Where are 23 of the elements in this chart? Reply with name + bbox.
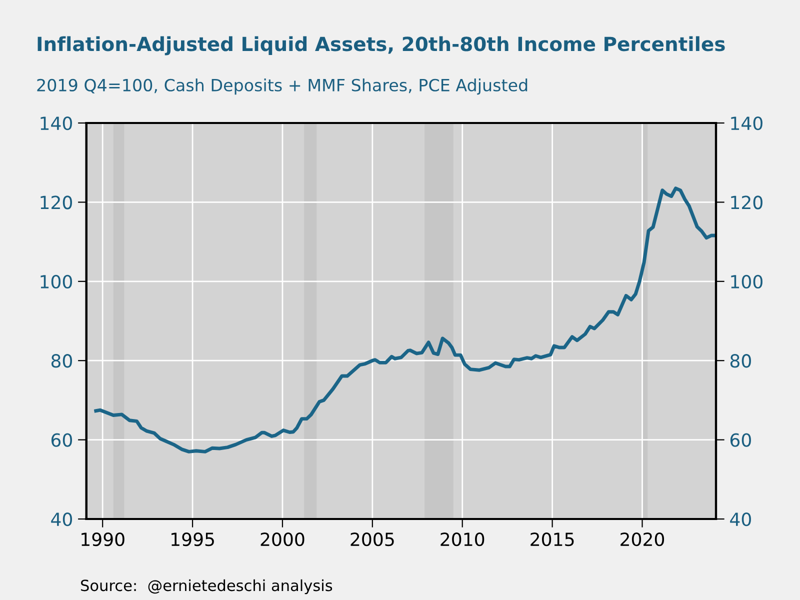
y2-tick-label: 120: [731, 196, 762, 210]
x-tick-label: 2010: [440, 532, 484, 546]
y-tick-label: 40: [51, 512, 72, 526]
chart-subtitle: 2019 Q4=100, Cash Deposits + MMF Shares, PCE Adjusted: [37, 78, 528, 95]
line-series: [94, 186, 716, 454]
y-tick-label: 120: [40, 196, 72, 210]
chart-title: Inflation-Adjusted Liquid Assets, 20th-80th Income Percentiles: [38, 36, 725, 56]
source-note: Source: @ernietedeschi analysis: [81, 579, 332, 594]
x-tick-label: 2015: [530, 532, 574, 546]
x-tick-label: 1995: [172, 532, 214, 546]
x-tick-label: 2020: [620, 532, 664, 546]
y2-tick-label: 140: [731, 116, 762, 130]
y2-tick-label: 60: [730, 433, 751, 447]
y2-tick-label: 80: [730, 354, 751, 368]
x-tick-label: 2005: [350, 532, 394, 546]
y-tick-label: 80: [51, 354, 72, 368]
y-tick-label: 60: [51, 433, 72, 447]
y2-tick-label: 40: [730, 512, 751, 526]
x-tick-label: 2000: [260, 532, 304, 546]
y-tick-label: 140: [40, 116, 72, 130]
y2-tick-label: 100: [731, 274, 762, 289]
x-tick-label: 1990: [82, 532, 124, 546]
y-tick-label: 100: [40, 274, 72, 289]
